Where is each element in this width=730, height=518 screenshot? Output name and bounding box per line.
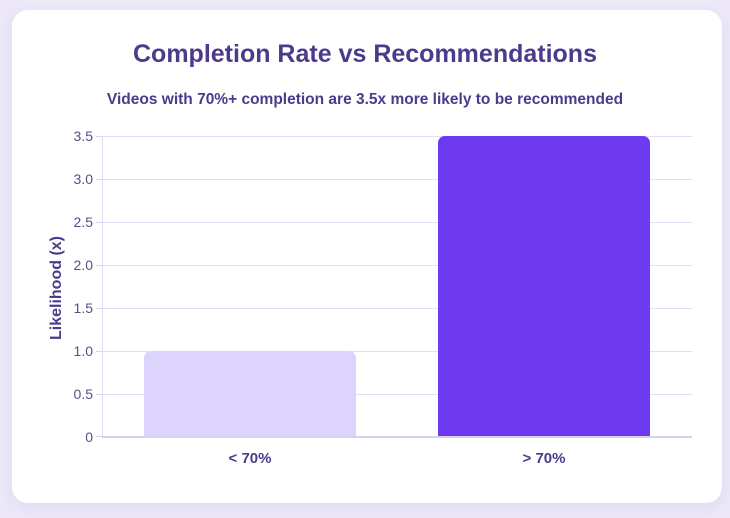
chart-title: Completion Rate vs Recommendations [133,40,597,68]
gridline [102,351,692,352]
gridline [102,222,692,223]
bar-below-70[interactable] [144,351,356,437]
bar-above-70[interactable] [438,136,650,437]
y-tick-label: 3.5 [73,128,93,144]
y-tick-mark [96,308,102,309]
gridline [102,136,692,137]
y-axis-label: Likelihood (x) [48,236,65,340]
y-tick-label: 1.0 [73,343,93,359]
y-tick-mark [96,351,102,352]
y-tick-label: 0 [85,429,93,445]
y-tick-label: 2.5 [73,214,93,230]
chart-subtitle: Videos with 70%+ completion are 3.5x mor… [106,91,624,108]
y-axis-line [102,136,103,437]
y-tick-label: 1.5 [73,300,93,316]
x-tick-label: < 70% [228,450,272,467]
y-tick-mark [96,265,102,266]
x-axis-line [102,436,692,438]
y-tick-label: 3.0 [73,171,93,187]
gridline [102,308,692,309]
gridline [102,179,692,180]
plot-area: 0 0.5 1.0 1.5 2.0 2.5 3.0 3.5 [74,128,692,445]
y-tick-label: 2.0 [73,257,93,273]
y-tick-mark [96,136,102,137]
gridline [102,394,692,395]
y-tick-mark [96,222,102,223]
y-tick-mark [96,179,102,180]
y-tick-mark [96,394,102,395]
gridline [102,265,692,266]
x-tick-label: > 70% [522,450,566,467]
y-tick-mark [96,436,102,437]
y-tick-label: 0.5 [73,386,93,402]
